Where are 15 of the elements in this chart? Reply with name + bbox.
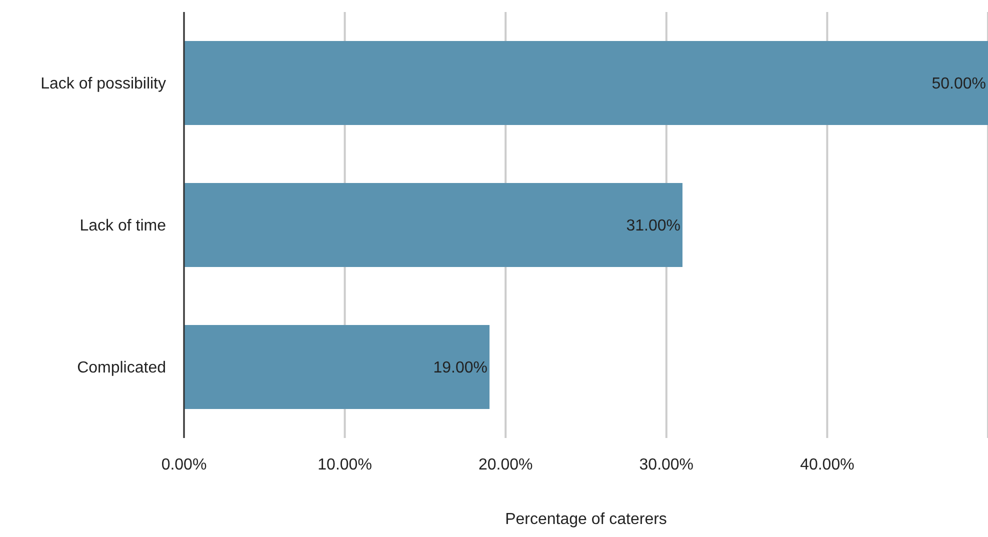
data-label: 50.00% [932, 76, 986, 93]
y-tick-label: Lack of possibility [40, 76, 166, 93]
data-label: 19.00% [433, 360, 488, 377]
bar [184, 183, 682, 267]
y-tick-label: Complicated [77, 360, 166, 377]
x-tick-label: 30.00% [639, 456, 694, 474]
bar [184, 325, 490, 409]
bar [184, 41, 988, 125]
x-axis-title: Percentage of caterers [505, 511, 667, 528]
x-tick-label: 20.00% [478, 456, 533, 474]
x-tick-label: 0.00% [161, 456, 207, 474]
x-tick-label: 40.00% [800, 456, 854, 474]
y-tick-label: Lack of time [80, 218, 166, 235]
x-tick-label: 10.00% [318, 456, 372, 474]
data-label: 31.00% [626, 218, 680, 235]
